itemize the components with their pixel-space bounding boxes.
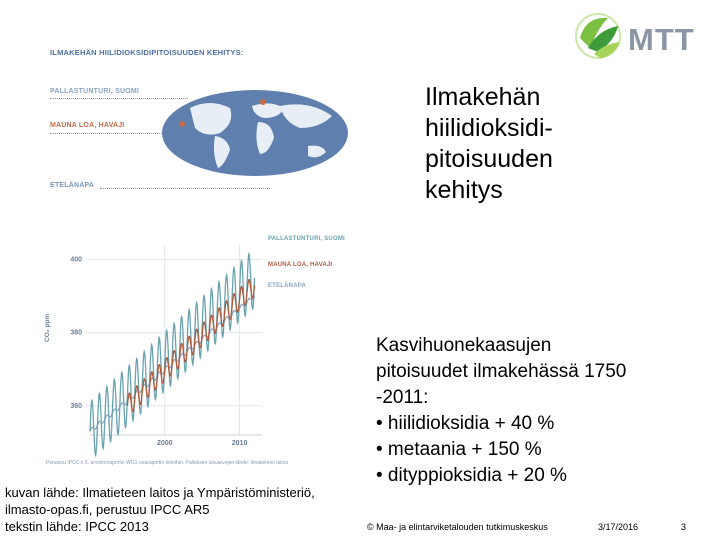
- leaf-swirl-icon: [575, 13, 621, 59]
- bullet-n2o: • dityppioksidia + 20 %: [376, 465, 567, 486]
- leader-line-mauna: [50, 133, 230, 134]
- footer-page-number: 3: [681, 522, 687, 532]
- co2-chart: 400 380 360 2000 2010: [70, 245, 262, 458]
- chart-series: [89, 251, 256, 458]
- legend-mauna: MAUNA LOA, HAVAJI: [268, 262, 333, 268]
- series-line-pallas: [89, 251, 256, 458]
- y-tick-label: 360: [70, 403, 82, 410]
- body-text: Kasvihuonekaasujen pitoisuudet ilmakehäs…: [376, 333, 716, 489]
- title-line: hiilidioksidi-: [425, 114, 553, 142]
- station-label-pallas: PALLASTUNTURI, SUOMI: [50, 88, 140, 95]
- title-line: pitoisuuden: [425, 145, 553, 173]
- y-tick-label: 400: [70, 257, 82, 264]
- bullet-co2: • hiilidioksidia + 40 %: [376, 413, 555, 434]
- credit-line: kuvan lähde: Ilmatieteen laitos ja Ympär…: [5, 485, 315, 500]
- world-map: [162, 90, 348, 176]
- leader-line-pallas: [50, 98, 188, 99]
- station-label-mauna: MAUNA LOA, HAVAJI: [50, 122, 125, 129]
- y-axis-label: CO₂ ppm: [44, 313, 51, 342]
- legend-south: ETELÄNAPA: [268, 283, 307, 289]
- figure-title: ILMAKEHÄN HIILIDIOKSIDIPITOISUUDEN KEHIT…: [50, 48, 244, 57]
- x-tick-label: 2000: [157, 440, 173, 447]
- title-line: Ilmakehän: [425, 83, 541, 111]
- logo-text: MTT: [628, 22, 695, 57]
- series-line-mauna: [126, 278, 256, 413]
- mtt-logo: MTT: [568, 8, 708, 64]
- bullet-methane: • metaania + 150 %: [376, 439, 542, 460]
- body-line: Kasvihuonekaasujen: [376, 335, 552, 356]
- leader-line-south: [100, 188, 270, 189]
- slide-title: Ilmakehän hiilidioksidi- pitoisuuden keh…: [425, 82, 685, 206]
- title-line: kehitys: [425, 176, 503, 204]
- image-credit: kuvan lähde: Ilmatieteen laitos ja Ympär…: [5, 484, 315, 535]
- credit-line: tekstin lähde: IPCC 2013: [5, 519, 149, 534]
- chart-ticks: 400 380 360 2000 2010: [70, 257, 247, 447]
- y-tick-label: 380: [70, 330, 82, 337]
- body-line: pitoisuudet ilmakehässä 1750: [376, 361, 627, 382]
- footer-copyright: © Maa- ja elintarviketalouden tutkimuske…: [367, 522, 548, 532]
- footer-date: 3/17/2016: [598, 522, 639, 532]
- credit-line: ilmasto-opas.fi, perustuu IPCC AR5: [5, 502, 210, 517]
- figure-source-note: Perustuu IPCC:n 5. arviointiraportin WG1…: [46, 460, 289, 466]
- station-label-south: ETELÄNAPA: [50, 182, 95, 189]
- legend-pallas: PALLASTUNTURI, SUOMI: [268, 236, 345, 242]
- body-line: -2011:: [376, 387, 429, 408]
- x-tick-label: 2010: [232, 440, 248, 447]
